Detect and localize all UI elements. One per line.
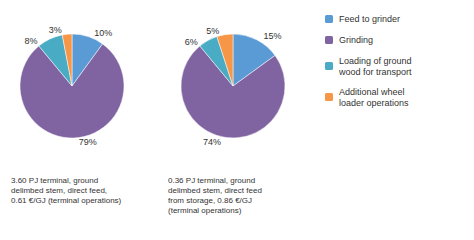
svg-text:loader operations: loader operations bbox=[339, 98, 409, 108]
svg-text:from storage, 0.86 €/GJ: from storage, 0.86 €/GJ bbox=[168, 196, 252, 205]
svg-text:(terminal operations): (terminal operations) bbox=[168, 206, 242, 215]
svg-text:6%: 6% bbox=[185, 37, 198, 47]
svg-text:Loading of ground: Loading of ground bbox=[339, 56, 412, 66]
svg-text:delimbed stem, direct feed: delimbed stem, direct feed bbox=[168, 186, 262, 195]
svg-text:Grinding: Grinding bbox=[339, 35, 373, 45]
svg-text:Additional wheel: Additional wheel bbox=[339, 87, 405, 97]
svg-text:10%: 10% bbox=[94, 28, 112, 38]
svg-text:8%: 8% bbox=[25, 36, 38, 46]
svg-text:3.60 PJ terminal, ground: 3.60 PJ terminal, ground bbox=[11, 176, 98, 185]
svg-text:79%: 79% bbox=[79, 137, 97, 147]
svg-text:0.36 PJ terminal, ground: 0.36 PJ terminal, ground bbox=[168, 176, 255, 185]
svg-text:5%: 5% bbox=[206, 26, 219, 36]
svg-text:3%: 3% bbox=[49, 25, 62, 35]
svg-text:0.61 €/GJ (terminal operations: 0.61 €/GJ (terminal operations) bbox=[11, 196, 122, 205]
svg-text:delimbed stem, direct feed,: delimbed stem, direct feed, bbox=[11, 186, 107, 195]
svg-text:15%: 15% bbox=[263, 31, 281, 41]
svg-text:Feed to grinder: Feed to grinder bbox=[339, 14, 400, 24]
svg-text:wood for transport: wood for transport bbox=[338, 67, 412, 77]
svg-text:74%: 74% bbox=[203, 137, 221, 147]
